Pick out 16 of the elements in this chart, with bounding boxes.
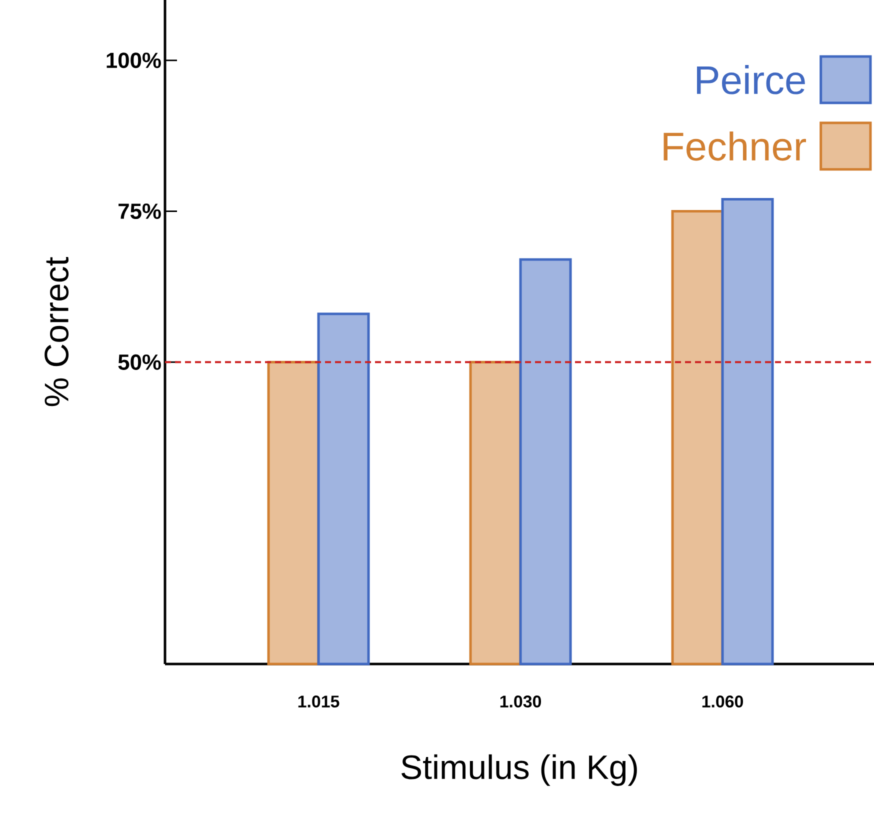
y-axis-title: % Correct (44, 257, 69, 406)
bar (317, 312, 370, 666)
x-tick-label: 1.060 (702, 696, 743, 708)
x-axis-title: Stimulus (in Kg) (402, 754, 637, 786)
bar (721, 198, 774, 666)
y-tick-label: 100% (106, 52, 161, 68)
legend-label: Fechner (664, 131, 806, 161)
x-tick-label: 1.015 (298, 696, 340, 708)
bar (469, 360, 522, 666)
bar (519, 258, 572, 666)
y-tick-label: 50% (118, 354, 161, 370)
bar (267, 360, 320, 666)
y-tick-label: 75% (118, 204, 161, 220)
legend-label: Peirce (696, 65, 805, 94)
x-tick-label: 1.030 (500, 696, 541, 708)
bar (671, 210, 724, 666)
